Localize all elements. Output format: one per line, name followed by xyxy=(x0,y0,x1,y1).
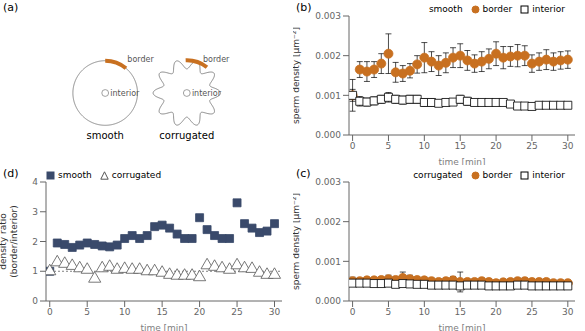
svg-text:0.003: 0.003 xyxy=(315,177,341,187)
svg-text:5: 5 xyxy=(386,141,392,151)
svg-text:1: 1 xyxy=(32,266,38,276)
svg-text:0.002: 0.002 xyxy=(315,51,341,61)
svg-text:0: 0 xyxy=(32,296,38,306)
svg-text:0.003: 0.003 xyxy=(315,11,341,21)
svg-text:0.001: 0.001 xyxy=(315,257,341,267)
svg-text:3: 3 xyxy=(32,207,38,217)
svg-text:border: border xyxy=(127,55,154,64)
svg-text:5: 5 xyxy=(386,307,392,317)
svg-text:0: 0 xyxy=(47,307,53,317)
svg-text:corrugated: corrugated xyxy=(159,130,214,141)
svg-text:density ratio(border/interior): density ratio(border/interior) xyxy=(8,205,19,277)
html-text:(b): (b) xyxy=(296,1,312,14)
svg-text:border: border xyxy=(203,55,230,64)
svg-text:time [min]: time [min] xyxy=(140,323,187,331)
svg-text:smooth: smooth xyxy=(86,130,123,141)
svg-text:30: 30 xyxy=(562,307,574,317)
svg-text:25: 25 xyxy=(526,141,537,151)
svg-text:sperm density [μm⁻²]: sperm density [μm⁻²] xyxy=(293,193,301,290)
svg-text:30: 30 xyxy=(562,141,574,151)
svg-text:20: 20 xyxy=(490,141,502,151)
svg-text:25: 25 xyxy=(526,307,537,317)
html-text:interior: interior xyxy=(532,170,565,180)
svg-text:15: 15 xyxy=(454,307,465,317)
svg-text:30: 30 xyxy=(269,307,281,317)
svg-text:25: 25 xyxy=(231,307,242,317)
svg-text:0.001: 0.001 xyxy=(315,91,341,101)
svg-text:20: 20 xyxy=(490,307,502,317)
svg-text:0.002: 0.002 xyxy=(315,217,341,227)
svg-text:10: 10 xyxy=(419,141,431,151)
svg-text:4: 4 xyxy=(32,177,38,187)
svg-text:interior: interior xyxy=(110,89,140,98)
svg-text:time [min]: time [min] xyxy=(438,323,485,331)
html-text:smooth: smooth xyxy=(58,170,92,180)
svg-text:0: 0 xyxy=(350,141,356,151)
svg-text:15: 15 xyxy=(454,141,465,151)
html-text:(d): (d) xyxy=(3,167,19,180)
html-text:smooth: smooth xyxy=(428,4,463,14)
svg-text:0.000: 0.000 xyxy=(315,296,341,306)
svg-text:2: 2 xyxy=(32,237,38,247)
html-text:border: border xyxy=(482,170,513,180)
html-text:border: border xyxy=(482,4,513,14)
svg-text:10: 10 xyxy=(419,307,431,317)
svg-text:5: 5 xyxy=(84,307,90,317)
svg-text:sperm density [μm⁻²]: sperm density [μm⁻²] xyxy=(293,27,301,124)
html-text:(a): (a) xyxy=(3,1,19,14)
svg-text:0: 0 xyxy=(350,307,356,317)
svg-text:15: 15 xyxy=(156,307,167,317)
svg-text:20: 20 xyxy=(194,307,206,317)
html-text:corrugated: corrugated xyxy=(413,170,463,180)
svg-text:10: 10 xyxy=(119,307,131,317)
svg-text:0.000: 0.000 xyxy=(315,130,341,140)
html-text:corrugated: corrugated xyxy=(111,170,162,180)
html-text:interior: interior xyxy=(532,4,565,14)
html-text:(c): (c) xyxy=(296,167,311,180)
svg-text:interior: interior xyxy=(192,89,222,98)
svg-text:time [min]: time [min] xyxy=(438,157,485,165)
